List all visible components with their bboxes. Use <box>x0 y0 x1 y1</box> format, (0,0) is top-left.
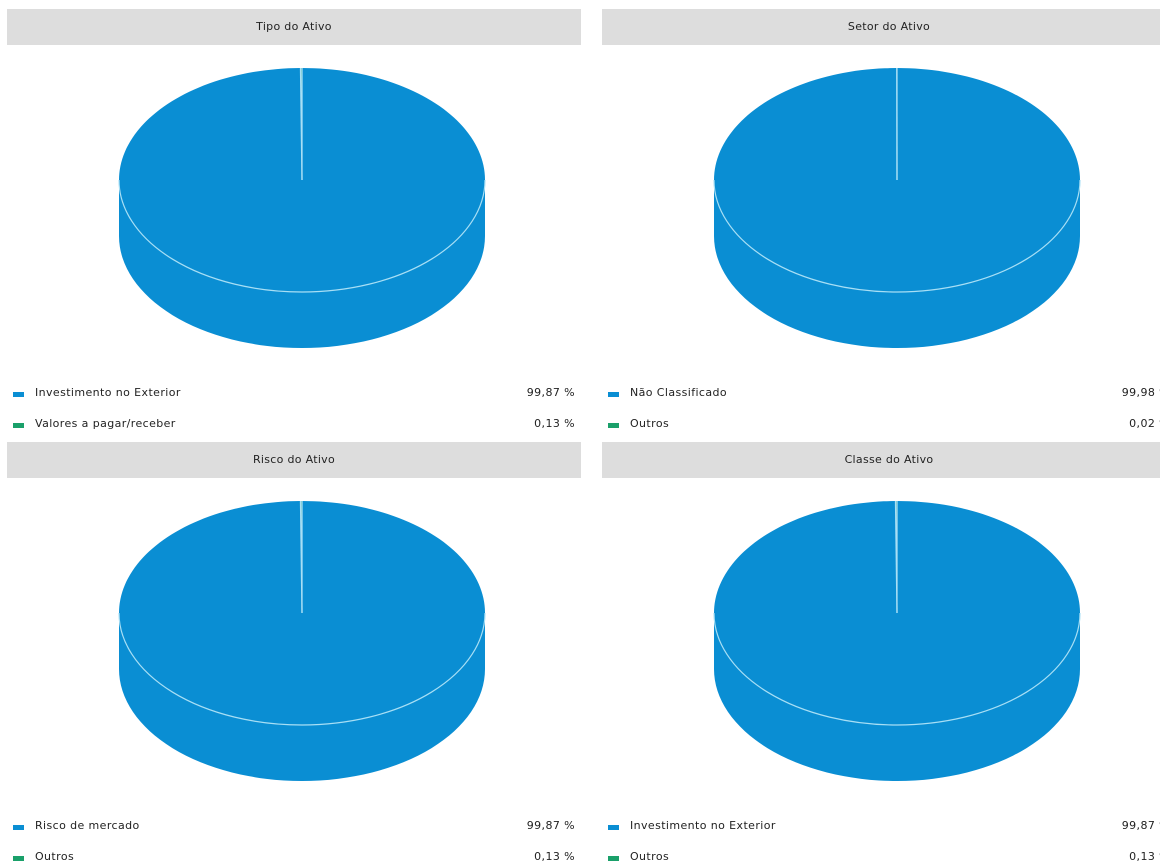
legend-label: Não Classificado <box>630 386 728 399</box>
pie-rim <box>713 179 1081 293</box>
legend-value: 0,13 % <box>534 417 575 430</box>
legend-label: Investimento no Exterior <box>35 386 181 399</box>
slice-separator <box>299 67 303 181</box>
chart-title: Setor do Ativo <box>602 9 1160 45</box>
chart-panel-risco: Risco do Ativo Risco de mercado 99,87 % … <box>7 442 581 864</box>
legend-value: 99,87 % <box>526 819 575 832</box>
chart-title: Classe do Ativo <box>602 442 1160 478</box>
legend-swatch <box>608 423 619 428</box>
legend-label: Outros <box>35 850 75 863</box>
legend-value: 99,98 % <box>1121 386 1160 399</box>
pie-side-wall <box>119 613 485 781</box>
legend-item[interactable]: Outros 0,13 % <box>12 848 581 864</box>
pie-chart[interactable] <box>115 498 489 788</box>
pie-rim <box>118 612 486 726</box>
chart-title: Tipo do Ativo <box>7 9 581 45</box>
legend-swatch <box>13 392 24 397</box>
pie-chart[interactable] <box>115 65 489 355</box>
legend-item[interactable]: Investimento no Exterior 99,87 % <box>12 384 581 402</box>
legend-item[interactable]: Não Classificado 99,98 % <box>607 384 1160 402</box>
legend-value: 0,13 % <box>1129 850 1160 863</box>
pie-side-wall <box>714 180 1080 348</box>
chart-panel-classe: Classe do Ativo Investimento no Exterior… <box>602 442 1160 864</box>
chart-title: Risco do Ativo <box>7 442 581 478</box>
legend-label: Investimento no Exterior <box>630 819 776 832</box>
legend-value: 99,87 % <box>1121 819 1160 832</box>
slice-separator <box>894 500 898 614</box>
legend-item[interactable]: Risco de mercado 99,87 % <box>12 817 581 835</box>
legend-value: 0,02 % <box>1129 417 1160 430</box>
chart-panel-tipo: Tipo do Ativo Investimento no Exterior 9… <box>7 9 581 441</box>
chart-panel-setor: Setor do Ativo Não Classificado 99,98 % … <box>602 9 1160 441</box>
slice-separator <box>299 500 303 614</box>
legend-item[interactable]: Investimento no Exterior 99,87 % <box>607 817 1160 835</box>
legend-value: 0,13 % <box>534 850 575 863</box>
pie-side-wall <box>714 613 1080 781</box>
legend-label: Outros <box>630 850 670 863</box>
legend-item[interactable]: Valores a pagar/receber 0,13 % <box>12 415 581 433</box>
legend-item[interactable]: Outros 0,02 % <box>607 415 1160 433</box>
legend-swatch <box>13 856 24 861</box>
legend-value: 99,87 % <box>526 386 575 399</box>
legend-swatch <box>608 856 619 861</box>
legend-item[interactable]: Outros 0,13 % <box>607 848 1160 864</box>
legend-swatch <box>608 392 619 397</box>
legend-label: Outros <box>630 417 670 430</box>
legend-swatch <box>608 825 619 830</box>
legend-label: Risco de mercado <box>35 819 140 832</box>
pie-chart[interactable] <box>710 65 1084 355</box>
legend-swatch <box>13 423 24 428</box>
pie-rim <box>118 179 486 293</box>
pie-side-wall <box>119 180 485 348</box>
legend-swatch <box>13 825 24 830</box>
pie-rim <box>713 612 1081 726</box>
pie-chart[interactable] <box>710 498 1084 788</box>
legend-label: Valores a pagar/receber <box>35 417 176 430</box>
